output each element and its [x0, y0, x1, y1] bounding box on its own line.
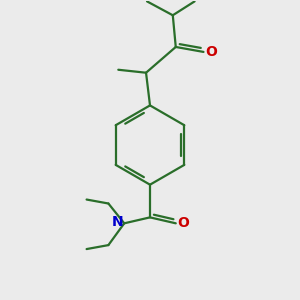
Text: O: O [178, 216, 190, 230]
Text: N: N [112, 215, 123, 229]
Text: O: O [206, 45, 218, 59]
